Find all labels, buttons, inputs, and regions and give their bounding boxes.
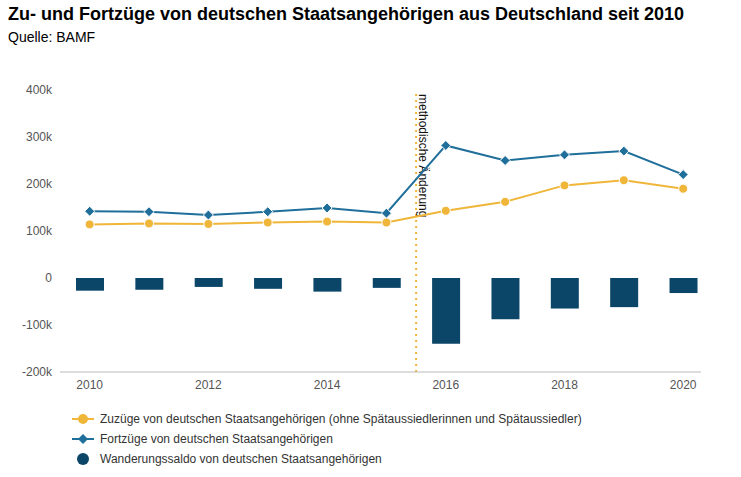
svg-text:-100k: -100k — [22, 318, 53, 332]
html-text:Zu- und Fortzüge von deutschen: Zu- und Fortzüge von deutschen Staatsang… — [8, 4, 685, 24]
svg-text:2012: 2012 — [195, 378, 222, 392]
svg-text:2010: 2010 — [76, 378, 103, 392]
svg-text:methodische Änderung: methodische Änderung — [416, 94, 430, 217]
svg-text:400k: 400k — [26, 83, 53, 97]
html-text:Fortzüge von deutschen Staatsa: Fortzüge von deutschen Staatsangehörigen — [100, 432, 333, 446]
html-text:Quelle: BAMF: Quelle: BAMF — [8, 29, 96, 45]
svg-text:100k: 100k — [26, 224, 53, 238]
html-text:Wanderungssaldo von deutschen: Wanderungssaldo von deutschen Staatsange… — [100, 452, 382, 466]
svg-text:2016: 2016 — [432, 378, 459, 392]
svg-text:2014: 2014 — [314, 378, 341, 392]
svg-text:200k: 200k — [26, 177, 53, 191]
svg-text:-200k: -200k — [22, 365, 53, 379]
svg-text:300k: 300k — [26, 130, 53, 144]
svg-text:2018: 2018 — [551, 378, 578, 392]
svg-text:0: 0 — [45, 271, 52, 285]
svg-text:2020: 2020 — [670, 378, 697, 392]
html-text:Zuzüge von deutschen Staatsang: Zuzüge von deutschen Staatsangehörigen (… — [100, 412, 582, 426]
